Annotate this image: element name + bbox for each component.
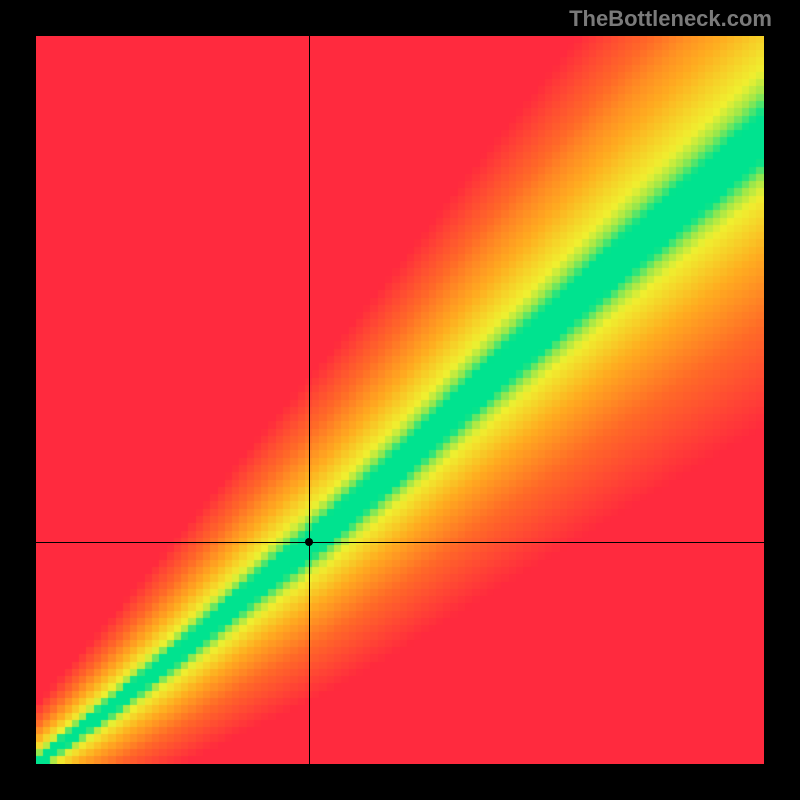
crosshair-vertical [309,36,310,764]
bottleneck-heatmap [36,36,764,764]
heatmap-canvas [36,36,764,764]
crosshair-marker [305,538,313,546]
watermark-text: TheBottleneck.com [569,6,772,32]
crosshair-horizontal [36,542,764,543]
